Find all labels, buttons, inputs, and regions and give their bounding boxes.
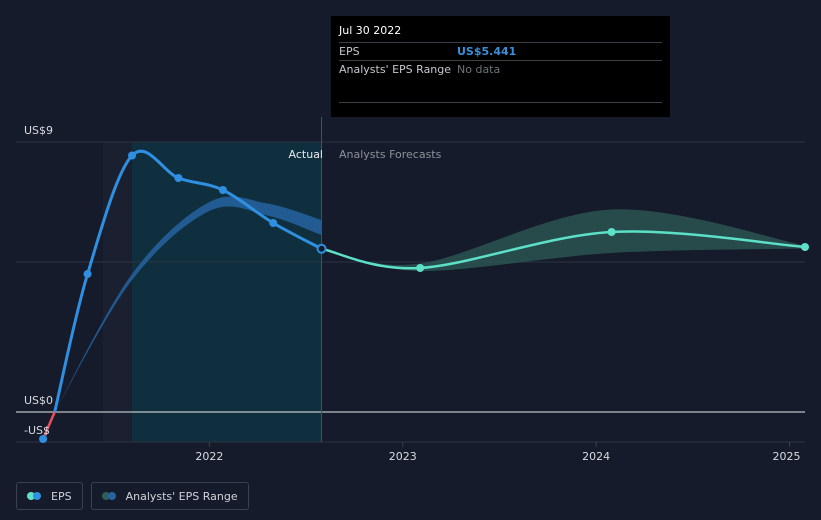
analyst-range-band-actual xyxy=(54,196,322,412)
section-label-forecast: Analysts Forecasts xyxy=(339,148,442,161)
range-legend-icon xyxy=(101,492,118,500)
eps-actual-point xyxy=(39,435,48,443)
eps-forecast-point xyxy=(607,228,616,236)
legend-range-toggle[interactable]: Analysts' EPS Range xyxy=(90,482,249,510)
eps-negative-segment xyxy=(41,411,56,440)
tooltip-eps-label: EPS xyxy=(339,45,360,58)
eps-actual-point xyxy=(269,219,278,227)
y-label-top: US$9 xyxy=(24,124,53,137)
grid xyxy=(16,141,805,443)
x-tick-label: 2025 xyxy=(773,450,801,463)
x-axis-ticks: 2022 2023 2024 2025 xyxy=(195,442,801,463)
actual-shade-dark xyxy=(103,142,133,442)
eps-point-current xyxy=(316,243,327,254)
tooltip-range-row: Analysts' EPS Range No data xyxy=(339,60,662,78)
y-label-zero: US$0 xyxy=(24,394,53,407)
x-tick-label: 2023 xyxy=(389,450,417,463)
legend-range-label: Analysts' EPS Range xyxy=(125,489,238,503)
eps-legend-icon xyxy=(27,492,43,500)
tooltip-eps-row: EPS US$5.441 xyxy=(339,42,662,60)
tooltip: Jul 30 2022 EPS US$5.441 Analysts' EPS R… xyxy=(331,16,670,117)
axis-labels: US$9 US$0 -US$ Actual Analysts Forecasts xyxy=(24,124,442,437)
legend-eps-toggle[interactable]: EPS xyxy=(16,482,83,510)
analyst-range-band-forecast xyxy=(321,209,805,272)
x-tick-label: 2024 xyxy=(582,450,610,463)
eps-forecast-line xyxy=(321,230,806,270)
tooltip-divider xyxy=(339,78,662,103)
legend-eps-label: EPS xyxy=(51,489,72,503)
eps-actual-point xyxy=(128,151,137,160)
eps-actual-point xyxy=(174,174,183,182)
eps-actual-point xyxy=(218,186,227,194)
eps-actual-point xyxy=(83,270,92,278)
eps-forecast-point xyxy=(416,264,425,272)
eps-points xyxy=(39,151,809,443)
eps-forecast-point xyxy=(801,243,809,251)
tooltip-range-value: No data xyxy=(457,63,501,76)
legend: EPS Analysts' EPS Range xyxy=(16,482,257,510)
x-tick-label: 2022 xyxy=(195,450,223,463)
actual-highlight-region xyxy=(132,142,322,442)
section-label-actual: Actual xyxy=(289,148,323,161)
tooltip-eps-value: US$5.441 xyxy=(457,45,517,58)
tooltip-range-label: Analysts' EPS Range xyxy=(339,63,452,76)
tooltip-date: Jul 30 2022 xyxy=(339,24,402,37)
y-label-negative: -US$ xyxy=(24,424,50,437)
